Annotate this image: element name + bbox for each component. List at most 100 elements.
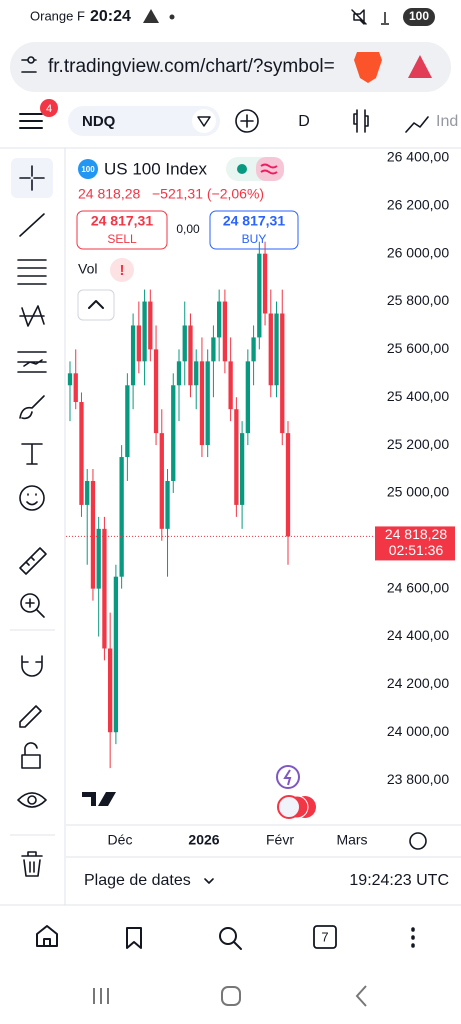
sell-button[interactable] — [76, 210, 168, 250]
buy-label[interactable]: BUY — [242, 232, 267, 246]
candle-body — [194, 361, 199, 386]
crosshair-tool[interactable] — [19, 165, 45, 191]
pattern-tool[interactable] — [19, 305, 45, 327]
symbol-title: US 100 Index — [104, 159, 208, 178]
search[interactable] — [219, 927, 237, 945]
sell-label[interactable]: SELL — [107, 232, 137, 246]
prediction-tool[interactable] — [17, 351, 47, 373]
candle-body — [251, 337, 256, 362]
recents[interactable] — [93, 988, 109, 1004]
price-tag-countdown: 02:51:36 — [389, 542, 444, 558]
candle-body — [274, 313, 279, 386]
x-tick-label: Mars — [336, 832, 367, 848]
alert-icon — [143, 9, 159, 23]
price-tag-value: 24 818,28 — [385, 526, 447, 542]
battery — [403, 8, 435, 26]
tabs[interactable] — [313, 925, 337, 949]
lock-draw-tool[interactable] — [19, 705, 42, 728]
trendline-tool[interactable] — [19, 213, 45, 237]
y-tick-label: 25 800,00 — [387, 292, 449, 308]
y-tick-label: 24 600,00 — [387, 579, 449, 595]
candle-body — [136, 325, 141, 362]
diamond-button[interactable] — [192, 109, 216, 133]
buy-price[interactable]: 24 817,31 — [223, 213, 285, 229]
candle-body — [257, 253, 262, 338]
delay-flag[interactable] — [256, 157, 284, 181]
candle-body — [285, 433, 291, 537]
approx-icon — [260, 163, 278, 175]
candle-body — [148, 301, 153, 350]
collapse-button[interactable] — [77, 289, 115, 321]
candle-body — [188, 325, 193, 386]
volume-error[interactable] — [110, 258, 134, 282]
buy-button[interactable] — [209, 210, 299, 250]
ruler-tool[interactable] — [19, 547, 47, 575]
candle-body — [239, 433, 245, 505]
diamond-icon — [197, 116, 211, 127]
fib-tool[interactable] — [17, 259, 47, 285]
indicators[interactable]: Ind — [436, 113, 458, 130]
y-tick-label: 24 400,00 — [387, 627, 449, 643]
x-tick-label: Déc — [108, 832, 133, 848]
lock-tool[interactable] — [21, 742, 41, 769]
spread: 0,00 — [176, 222, 200, 236]
home[interactable] — [36, 925, 58, 947]
symbol[interactable]: NDQ — [82, 113, 116, 130]
y-tick-label: 24 000,00 — [387, 723, 449, 739]
error-mark: ! — [120, 262, 125, 279]
candle-body — [113, 576, 119, 733]
symbol-logo — [78, 159, 98, 179]
logo-text: 100 — [81, 165, 95, 174]
hide-tool[interactable] — [17, 792, 47, 808]
event-flag[interactable] — [277, 795, 301, 819]
bookmarks[interactable] — [126, 927, 142, 949]
x-tick-label: Févr — [266, 832, 294, 848]
battery-level: 100 — [409, 9, 429, 23]
tool-selected[interactable] — [11, 158, 53, 198]
candle-body — [228, 361, 233, 410]
tab-count[interactable]: 7 — [321, 929, 328, 944]
candle-body — [119, 457, 124, 577]
icon-tool[interactable] — [19, 485, 45, 511]
compare-button[interactable] — [235, 109, 259, 133]
signal — [381, 12, 389, 25]
last-price: 24 818,28 — [78, 186, 140, 202]
price-tag — [375, 526, 455, 561]
brush-tool[interactable] — [19, 395, 45, 420]
text-tool[interactable] — [21, 443, 43, 465]
carrier: Orange F — [30, 8, 85, 23]
rewards-icon[interactable] — [408, 55, 432, 78]
candle-body — [96, 528, 101, 589]
settings-button[interactable] — [409, 832, 427, 850]
chevron-up — [88, 300, 104, 309]
tv-logo — [82, 792, 116, 806]
x-tick-label: 2026 — [188, 832, 219, 848]
menu[interactable] — [19, 113, 43, 129]
y-tick-label: 23 800,00 — [387, 771, 449, 787]
candle-body — [234, 409, 239, 505]
candle-body — [205, 361, 210, 446]
delete-tool[interactable] — [21, 851, 43, 877]
interval[interactable]: D — [298, 113, 310, 130]
home-button[interactable] — [221, 986, 241, 1006]
bolt — [283, 769, 292, 786]
utc-clock[interactable]: 19:24:23 UTC — [349, 872, 449, 889]
symbol-pill[interactable] — [68, 106, 220, 136]
chart-type[interactable] — [353, 109, 369, 133]
url[interactable]: fr.tradingview.com/chart/?symbol= — [48, 56, 335, 77]
sell-price[interactable]: 24 817,31 — [91, 213, 153, 229]
date-range[interactable]: Plage de dates — [84, 872, 191, 889]
magnet-tool[interactable] — [21, 655, 43, 677]
candle-body — [159, 433, 164, 529]
volume-label: Vol — [78, 261, 97, 277]
brave-icon[interactable] — [354, 52, 382, 83]
indicators-icon[interactable] — [405, 116, 429, 133]
mute-icon — [351, 9, 367, 25]
smile — [26, 493, 38, 506]
zoom-tool[interactable] — [20, 593, 40, 613]
search-handle — [233, 941, 242, 950]
y-tick-label: 25 600,00 — [387, 340, 449, 356]
url-bar[interactable] — [10, 42, 451, 92]
back[interactable] — [355, 985, 367, 1007]
